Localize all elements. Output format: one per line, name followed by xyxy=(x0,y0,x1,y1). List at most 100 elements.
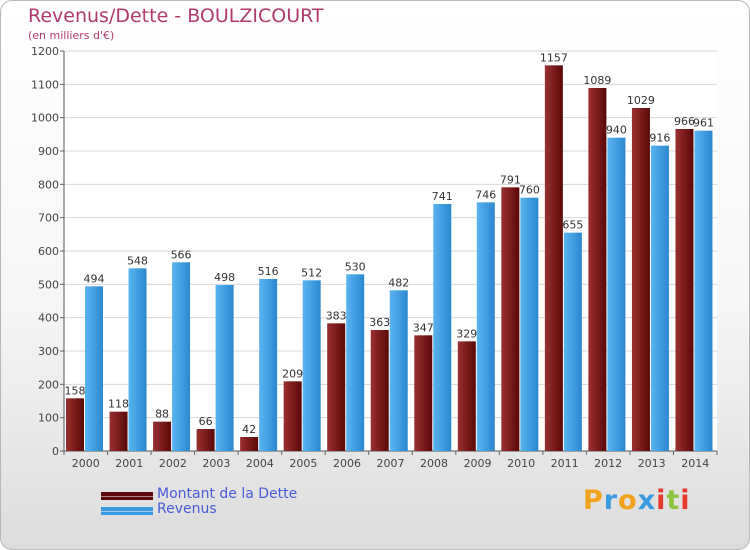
data-label-revenus: 940 xyxy=(606,124,627,137)
bar-dette xyxy=(457,341,476,451)
bar-dette xyxy=(414,335,433,451)
data-label-revenus: 494 xyxy=(84,272,105,285)
bar-dette xyxy=(283,381,302,451)
y-tick-label: 1000 xyxy=(31,112,59,125)
data-label-revenus: 548 xyxy=(127,254,148,267)
bar-revenus xyxy=(563,232,582,451)
x-tick-label: 2004 xyxy=(246,457,274,470)
data-label-dette: 42 xyxy=(242,423,256,436)
y-tick-label: 100 xyxy=(38,412,59,425)
y-tick-label: 1100 xyxy=(31,78,59,91)
bar-dette xyxy=(327,323,346,451)
bar-revenus xyxy=(607,137,626,451)
data-label-revenus: 760 xyxy=(519,184,540,197)
y-tick-label: 1200 xyxy=(31,45,59,58)
bar-dette xyxy=(66,398,84,451)
data-label-dette: 347 xyxy=(413,321,434,334)
x-tick-label: 2009 xyxy=(464,457,492,470)
data-label-dette: 383 xyxy=(326,309,347,322)
x-tick-label: 2005 xyxy=(289,457,317,470)
x-tick-label: 2010 xyxy=(507,457,535,470)
y-tick-label: 200 xyxy=(38,378,59,391)
x-tick-label: 2012 xyxy=(594,457,622,470)
y-tick-label: 0 xyxy=(52,445,59,458)
data-label-revenus: 482 xyxy=(388,276,409,289)
y-tick-label: 500 xyxy=(38,278,59,291)
bar-dette xyxy=(631,108,650,451)
data-label-revenus: 961 xyxy=(693,117,714,130)
bar-revenus xyxy=(520,197,539,451)
bar-revenus xyxy=(259,279,278,451)
data-label-dette: 66 xyxy=(199,415,213,428)
x-tick-label: 2006 xyxy=(333,457,361,470)
x-tick-label: 2011 xyxy=(551,457,579,470)
bar-revenus xyxy=(172,262,191,451)
data-label-revenus: 741 xyxy=(432,190,453,203)
proxiti-logo: Proxiti xyxy=(583,485,691,516)
x-tick-label: 2013 xyxy=(638,457,666,470)
y-tick-label: 300 xyxy=(38,345,59,358)
data-label-revenus: 516 xyxy=(258,265,279,278)
logo-letter: x xyxy=(637,485,657,516)
bar-revenus xyxy=(346,274,365,451)
data-label-dette: 329 xyxy=(456,327,477,340)
bar-dette xyxy=(544,65,563,451)
bar-revenus xyxy=(85,286,103,451)
x-tick-label: 2003 xyxy=(202,457,230,470)
bar-revenus xyxy=(433,204,452,451)
data-label-dette: 158 xyxy=(65,384,86,397)
data-label-dette: 363 xyxy=(369,316,390,329)
legend-swatch-dette xyxy=(101,492,153,500)
bar-dette xyxy=(588,88,607,451)
x-tick-label: 2001 xyxy=(115,457,143,470)
logo-letter: r xyxy=(603,485,619,516)
data-label-revenus: 530 xyxy=(345,260,366,273)
data-label-dette: 88 xyxy=(155,408,169,421)
data-label-dette: 966 xyxy=(674,115,695,128)
bar-revenus xyxy=(302,280,321,451)
logo-letter: P xyxy=(583,485,604,516)
legend-label-dette: Montant de la Dette xyxy=(157,486,298,502)
logo-letter: i xyxy=(680,485,691,516)
bar-revenus xyxy=(694,130,713,451)
y-tick-label: 900 xyxy=(38,145,59,158)
legend-label-revenus: Revenus xyxy=(157,501,217,517)
bar-revenus xyxy=(389,290,408,451)
bar-revenus xyxy=(128,268,147,451)
bar-revenus xyxy=(476,202,495,451)
data-label-dette: 1089 xyxy=(583,74,611,87)
logo-letter: t xyxy=(666,485,681,516)
bar-dette xyxy=(501,187,520,452)
y-tick-label: 400 xyxy=(38,312,59,325)
data-label-dette: 791 xyxy=(500,173,521,186)
data-label-dette: 209 xyxy=(282,367,303,380)
bar-dette xyxy=(109,411,128,451)
logo-letter: o xyxy=(618,485,638,516)
bar-revenus xyxy=(215,285,234,451)
data-label-revenus: 512 xyxy=(301,266,322,279)
bar-dette xyxy=(675,129,694,451)
y-tick-label: 800 xyxy=(38,178,59,191)
x-tick-label: 2008 xyxy=(420,457,448,470)
logo-letter: i xyxy=(656,485,667,516)
data-label-revenus: 746 xyxy=(475,188,496,201)
x-tick-label: 2007 xyxy=(377,457,405,470)
y-tick-label: 600 xyxy=(38,245,59,258)
legend-swatch-revenus xyxy=(101,507,153,515)
y-tick-label: 700 xyxy=(38,212,59,225)
bar-dette xyxy=(240,437,259,451)
data-label-revenus: 655 xyxy=(562,219,583,232)
bar-dette xyxy=(370,330,389,451)
data-label-revenus: 916 xyxy=(649,132,670,145)
data-label-dette: 118 xyxy=(108,398,129,411)
chart-title: Revenus/Dette - BOULZICOURT xyxy=(28,5,324,27)
data-label-dette: 1029 xyxy=(627,94,655,107)
x-tick-label: 2002 xyxy=(159,457,187,470)
bar-revenus xyxy=(650,145,669,451)
x-tick-label: 2000 xyxy=(72,457,100,470)
bar-dette xyxy=(153,421,172,451)
bar-dette xyxy=(196,429,215,451)
chart-subtitle: (en milliers d'€) xyxy=(28,29,115,42)
